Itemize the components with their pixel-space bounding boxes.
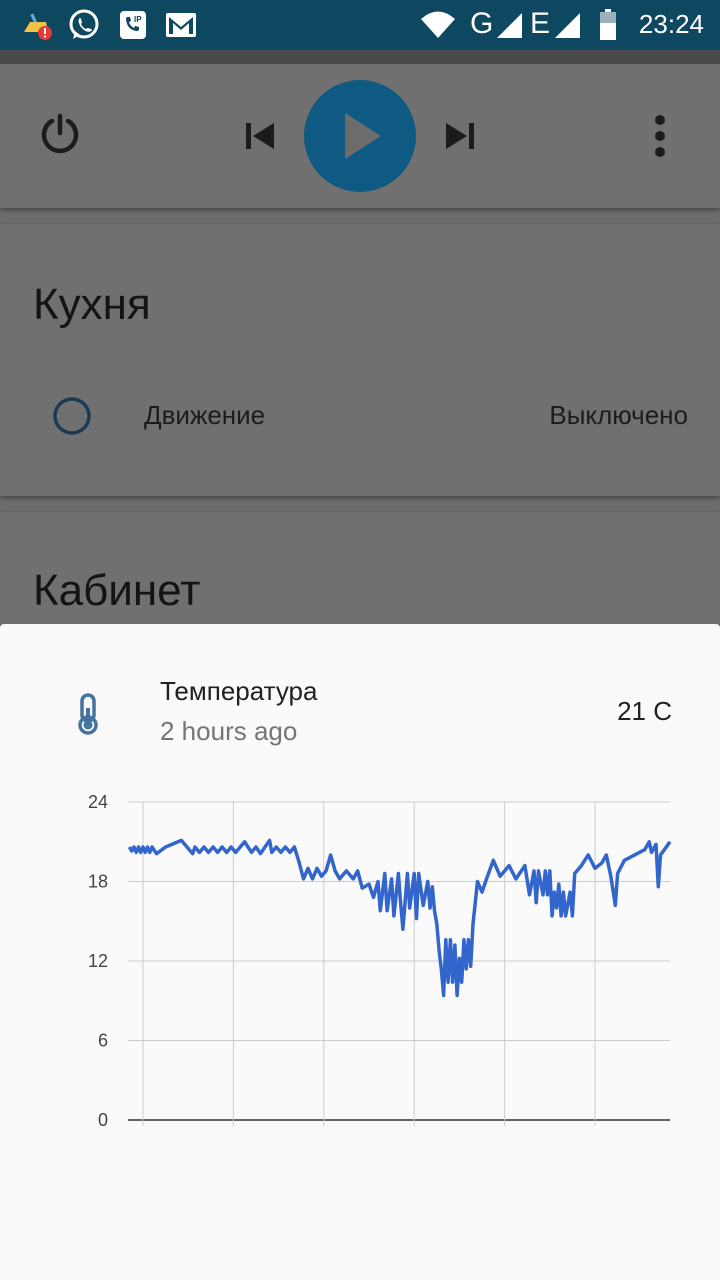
more-vert-icon[interactable] (640, 112, 680, 160)
y-tick-label: 18 (88, 872, 108, 892)
battery-icon (596, 8, 620, 42)
card-title-kitchen: Кухня (33, 280, 151, 329)
y-tick-label: 6 (98, 1031, 108, 1051)
cleaner-alert-icon (20, 8, 54, 42)
entity-state: 21 C (617, 696, 672, 726)
motion-sensor-icon[interactable] (52, 396, 92, 436)
sip-phone-icon: IP (116, 8, 150, 42)
status-time: 23:24 (638, 9, 704, 39)
signal-icon-2 (552, 8, 582, 42)
y-tick-label: 12 (88, 951, 108, 971)
y-tick-label: 0 (98, 1110, 108, 1130)
app-toolbar (0, 50, 720, 64)
y-tick-label: 24 (88, 792, 108, 812)
play-icon (345, 113, 381, 159)
power-icon[interactable] (36, 110, 84, 158)
thermometer-icon (74, 692, 102, 741)
last-changed: 2 hours ago (160, 716, 298, 746)
play-button[interactable] (304, 80, 416, 192)
entity-name: Температура (160, 676, 318, 706)
gmail-icon (164, 8, 198, 42)
chart-grid (128, 801, 670, 1126)
kitchen-card: Кухня Движение Выключено (0, 224, 720, 496)
skip-next-icon[interactable] (440, 118, 480, 154)
wifi-icon (420, 8, 456, 42)
network-type-g: G (470, 7, 494, 40)
whatsapp-icon (66, 8, 102, 42)
status-bar: IP G E 23:24 (0, 0, 720, 50)
temperature-series-line (127, 838, 672, 998)
motion-sensor-label[interactable]: Движение (144, 400, 266, 430)
signal-icon (494, 8, 524, 42)
skip-previous-icon[interactable] (240, 118, 280, 154)
y-axis-ticks: 0 6 12 18 24 (88, 792, 108, 1130)
motion-sensor-state: Выключено (549, 400, 688, 430)
card-title-office: Кабинет (33, 566, 201, 615)
network-type-e: E (530, 7, 551, 40)
svg-text:IP: IP (134, 15, 142, 24)
